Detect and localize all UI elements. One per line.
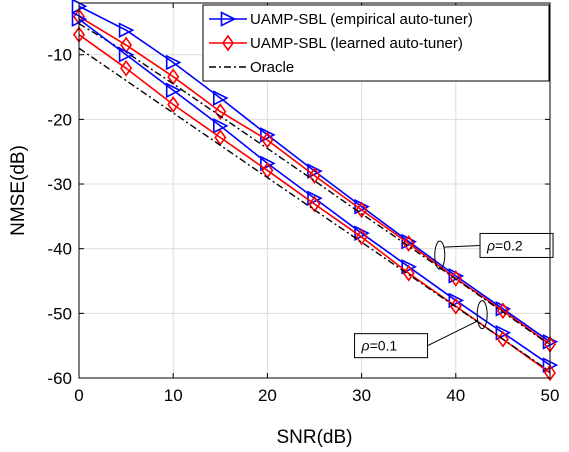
legend-entry: UAMP-SBL (learned auto-tuner) <box>209 34 463 52</box>
data-point-diamond <box>355 201 368 219</box>
data-point-triangle <box>448 292 465 309</box>
data-point-diamond <box>308 195 321 213</box>
tick-layer: 0 10 20 30 40 50 -10 -20 -30 -40 -50 -60 <box>47 3 559 405</box>
series-line <box>78 47 551 373</box>
x-tick-label: 40 <box>446 386 465 405</box>
rho-0-1-label-box <box>354 333 429 359</box>
data-point-triangle <box>495 324 512 341</box>
x-tick-label: 0 <box>74 386 83 405</box>
x-axis-label: SNR(dB) <box>276 427 352 448</box>
rho-value: =0.1 <box>370 338 398 354</box>
rho-value: =0.2 <box>495 237 523 253</box>
data-point-triangle <box>118 22 135 38</box>
data-point-diamond <box>355 228 368 246</box>
rho-0-2-leader <box>443 244 481 248</box>
y-tick-label: -30 <box>47 175 72 194</box>
legend-label: UAMP-SBL (empirical auto-tuner) <box>250 11 473 28</box>
rho-symbol: ρ <box>486 237 495 253</box>
legend-label: UAMP-SBL (learned auto-tuner) <box>250 35 463 52</box>
data-point-triangle <box>165 54 182 71</box>
x-tick-label: 30 <box>352 386 371 405</box>
data-point-triangle <box>307 190 323 207</box>
data-point-triangle <box>401 258 417 275</box>
data-point-diamond <box>543 364 557 382</box>
legend-marker-diamond <box>221 34 235 52</box>
data-point-diamond <box>120 59 133 77</box>
legend-entry: Oracle <box>209 59 294 76</box>
rho-0-1-bracket <box>476 300 488 330</box>
legend-box <box>202 4 550 82</box>
rho-0-2-label-box <box>479 232 554 258</box>
y-tick-label: -60 <box>47 369 72 388</box>
rho-0-1-leader <box>427 320 479 347</box>
data-point-triangle <box>165 82 182 99</box>
rho-0-2-bracket <box>434 240 446 270</box>
series-rho-02-oracle <box>78 23 551 346</box>
rho-0-1-label: ρ=0.1 <box>361 338 398 354</box>
y-tick-label: -20 <box>47 110 72 129</box>
series-line <box>78 23 551 346</box>
y-tick-label: -50 <box>47 304 72 323</box>
data-point-diamond <box>496 302 509 320</box>
rho-0-2-label: ρ=0.2 <box>486 237 523 253</box>
legend-entry: UAMP-SBL (empirical auto-tuner) <box>209 11 473 28</box>
data-point-diamond <box>402 264 415 282</box>
x-tick-label: 10 <box>164 386 183 405</box>
legend-marker-triangle <box>220 11 237 27</box>
data-point-diamond <box>167 96 180 113</box>
x-tick-label: 20 <box>258 386 277 405</box>
data-point-diamond <box>402 235 415 252</box>
data-point-triangle <box>118 46 135 63</box>
y-axis-label: NMSE(dB) <box>8 145 29 236</box>
series-layer <box>71 0 559 382</box>
data-point-diamond <box>261 131 274 149</box>
data-point-triangle <box>213 90 229 106</box>
plot-frame <box>78 2 551 379</box>
annotation-layer: ρ=0.2ρ=0.1 <box>354 232 554 359</box>
legend-label: Oracle <box>250 59 294 76</box>
data-point-diamond <box>308 167 321 184</box>
series-rho-01-oracle <box>78 47 551 373</box>
data-point-diamond <box>214 103 227 120</box>
y-tick-label: -10 <box>47 46 72 65</box>
y-tick-label: -40 <box>47 240 72 259</box>
x-tick-label: 50 <box>541 386 560 405</box>
data-point-triangle <box>260 127 276 143</box>
rho-symbol: ρ <box>361 338 370 354</box>
series-line <box>78 15 551 346</box>
data-point-triangle <box>260 155 276 172</box>
series-line <box>78 5 551 343</box>
data-point-triangle <box>213 118 229 134</box>
legend: UAMP-SBL (empirical auto-tuner) UAMP-SBL … <box>202 4 550 82</box>
data-point-triangle <box>401 233 417 250</box>
